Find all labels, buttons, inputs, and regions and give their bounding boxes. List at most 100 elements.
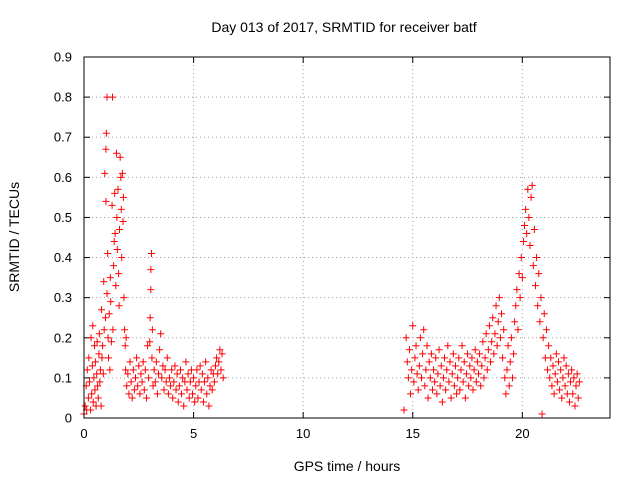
data-point <box>153 390 161 398</box>
x-tick-labels: 0 5 10 15 20 <box>80 426 529 441</box>
data-point <box>400 406 408 414</box>
data-point <box>402 334 410 342</box>
data-point <box>510 350 518 358</box>
data-point <box>127 378 135 386</box>
data-point <box>472 378 480 386</box>
data-point <box>552 350 560 358</box>
data-point <box>529 262 537 270</box>
data-point <box>415 362 423 370</box>
data-point <box>569 390 577 398</box>
data-point <box>431 378 439 386</box>
data-point <box>206 382 214 390</box>
data-point <box>83 366 91 374</box>
data-point <box>426 374 434 382</box>
data-point <box>194 394 202 402</box>
data-point <box>137 370 145 378</box>
data-point <box>470 366 478 374</box>
data-point <box>115 302 123 310</box>
data-point <box>105 354 113 362</box>
data-point <box>129 366 137 374</box>
data-point <box>557 366 565 374</box>
data-point <box>511 318 519 326</box>
data-point <box>404 374 412 382</box>
data-point <box>471 346 479 354</box>
data-point <box>133 354 141 362</box>
data-point <box>512 302 520 310</box>
data-point <box>190 374 198 382</box>
data-point <box>507 334 515 342</box>
data-point <box>556 386 564 394</box>
data-point <box>101 169 109 177</box>
data-point <box>413 370 421 378</box>
data-point <box>106 274 114 282</box>
data-point <box>147 286 155 294</box>
data-point <box>138 378 146 386</box>
data-point <box>169 394 177 402</box>
data-point <box>168 366 176 374</box>
data-point <box>551 370 559 378</box>
data-point <box>151 378 159 386</box>
data-point <box>96 366 104 374</box>
data-point <box>539 334 547 342</box>
data-point <box>142 394 150 402</box>
data-point <box>145 374 153 382</box>
grid <box>84 57 610 418</box>
data-point <box>561 382 569 390</box>
data-point <box>101 314 109 322</box>
data-point <box>81 402 89 410</box>
data-point <box>172 386 180 394</box>
data-point <box>146 338 154 346</box>
data-point <box>186 378 194 386</box>
data-point <box>97 402 105 410</box>
data-point <box>87 406 95 414</box>
data-point <box>515 270 523 278</box>
data-point <box>149 382 157 390</box>
data-point <box>528 181 536 189</box>
data-point <box>202 358 210 366</box>
data-point <box>192 382 200 390</box>
data-point <box>548 382 556 390</box>
data-point <box>116 225 124 233</box>
data-point <box>482 330 490 338</box>
plot-frame <box>83 56 611 419</box>
data-point <box>155 370 163 378</box>
data-point <box>174 398 182 406</box>
data-point <box>491 330 499 338</box>
data-point <box>412 342 420 350</box>
data-point <box>536 318 544 326</box>
data-point <box>462 370 470 378</box>
data-point <box>438 398 446 406</box>
data-point <box>495 294 503 302</box>
data-point <box>504 342 512 350</box>
data-point <box>180 402 188 410</box>
x-axis-label: GPS time / hours <box>294 458 401 474</box>
data-point <box>519 238 527 246</box>
data-point <box>549 362 557 370</box>
data-point <box>204 374 212 382</box>
data-point <box>113 213 121 221</box>
data-point <box>422 366 430 374</box>
data-point <box>453 390 461 398</box>
data-point <box>570 374 578 382</box>
data-point <box>428 386 436 394</box>
data-point <box>508 374 516 382</box>
data-point <box>516 294 524 302</box>
y-tick-labels: 0 0.1 0.2 0.3 0.4 0.5 0.6 0.7 0.8 0.9 <box>54 50 72 426</box>
data-point <box>170 378 178 386</box>
data-point <box>146 314 154 322</box>
data-point <box>171 362 179 370</box>
data-point <box>121 326 129 334</box>
data-point <box>408 366 416 374</box>
data-point <box>198 370 206 378</box>
data-point <box>135 362 143 370</box>
data-point <box>573 370 581 378</box>
data-point <box>85 354 93 362</box>
data-point <box>107 298 115 306</box>
data-point <box>178 390 186 398</box>
data-point <box>514 326 522 334</box>
data-point <box>477 382 485 390</box>
data-point <box>163 354 171 362</box>
data-point <box>94 394 102 402</box>
data-point <box>208 386 216 394</box>
